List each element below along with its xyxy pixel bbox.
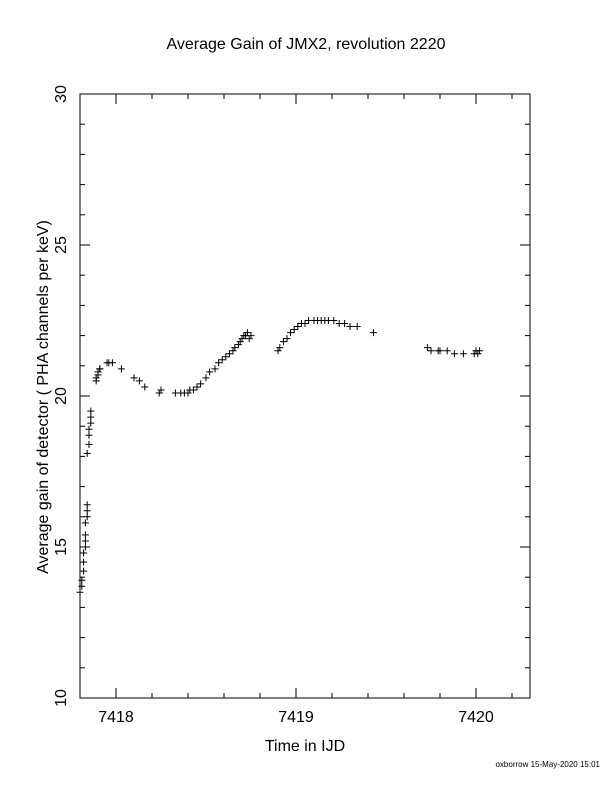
data-point	[236, 338, 244, 346]
x-axis-label: Time in IJD	[264, 738, 346, 755]
data-point	[290, 326, 298, 334]
data-point	[353, 323, 361, 331]
data-point	[443, 347, 451, 355]
data-point	[206, 368, 214, 376]
plot-frame	[79, 93, 531, 699]
data-point	[474, 350, 482, 358]
data-point	[83, 507, 91, 515]
data-point	[78, 576, 86, 584]
data-point	[92, 374, 100, 382]
data-point	[215, 359, 223, 367]
data-point	[80, 558, 88, 566]
data-point	[155, 389, 163, 397]
data-point	[85, 425, 93, 433]
x-tick-label: 7420	[458, 709, 494, 726]
data-point	[87, 419, 95, 427]
chart-title: Average Gain of JMX2, revolution 2220	[166, 36, 446, 53]
data-point	[279, 338, 287, 346]
y-tick-label: 10	[53, 689, 70, 707]
data-point	[218, 356, 226, 364]
data-points	[76, 317, 484, 596]
data-point	[243, 329, 251, 337]
data-point	[83, 501, 91, 509]
data-point	[276, 344, 284, 352]
data-point	[211, 365, 219, 373]
data-point	[238, 335, 246, 343]
data-point	[459, 350, 467, 358]
data-point	[135, 377, 143, 385]
data-point	[85, 440, 93, 448]
data-point	[225, 350, 233, 358]
data-point	[294, 323, 302, 331]
data-point	[108, 359, 116, 367]
data-point	[283, 335, 291, 343]
data-point	[80, 567, 88, 575]
footer-credit: oxborrow 15-May-2020 15:01	[495, 760, 600, 769]
data-point	[83, 513, 91, 521]
data-point	[80, 549, 88, 557]
data-point	[141, 383, 149, 391]
x-tick-label: 7418	[98, 709, 134, 726]
data-point	[234, 341, 242, 349]
data-point	[436, 347, 444, 355]
data-point	[157, 386, 165, 394]
data-point	[341, 320, 349, 328]
data-point	[247, 332, 255, 340]
data-point	[222, 353, 230, 361]
data-point	[81, 537, 89, 545]
axis-ticks	[79, 93, 530, 699]
y-tick-label: 25	[53, 236, 70, 254]
data-point	[423, 344, 431, 352]
data-point	[87, 407, 95, 415]
data-point	[76, 588, 84, 596]
data-point	[197, 380, 205, 388]
data-point	[301, 320, 309, 328]
data-point	[369, 329, 377, 337]
y-axis-label: Average gain of detector ( PHA channels …	[35, 220, 52, 574]
data-point	[117, 365, 125, 373]
data-point	[245, 335, 253, 343]
data-point	[229, 347, 237, 355]
data-point	[87, 413, 95, 421]
data-point	[189, 386, 197, 394]
axis-tick-labels: 10 15 20 25 30 7418 7419 7420	[53, 85, 494, 726]
data-point	[287, 329, 295, 337]
data-point	[85, 431, 93, 439]
data-point	[202, 374, 210, 382]
data-point	[274, 347, 282, 355]
x-tick-label: 7419	[278, 709, 314, 726]
data-point	[330, 317, 338, 324]
data-point	[78, 582, 86, 590]
data-point	[81, 543, 89, 551]
data-point	[81, 519, 89, 527]
data-point	[96, 365, 104, 373]
data-point	[346, 323, 354, 331]
y-tick-label: 20	[53, 387, 70, 405]
data-point	[184, 389, 192, 397]
y-tick-label: 15	[53, 538, 70, 556]
data-point	[94, 368, 102, 376]
data-point	[450, 350, 458, 358]
data-point	[193, 383, 201, 391]
data-point	[130, 374, 138, 382]
data-point	[231, 344, 239, 352]
data-point	[81, 531, 89, 539]
data-point	[427, 347, 435, 355]
data-point	[83, 449, 91, 457]
data-point	[476, 347, 484, 355]
y-tick-label: 30	[53, 85, 70, 103]
